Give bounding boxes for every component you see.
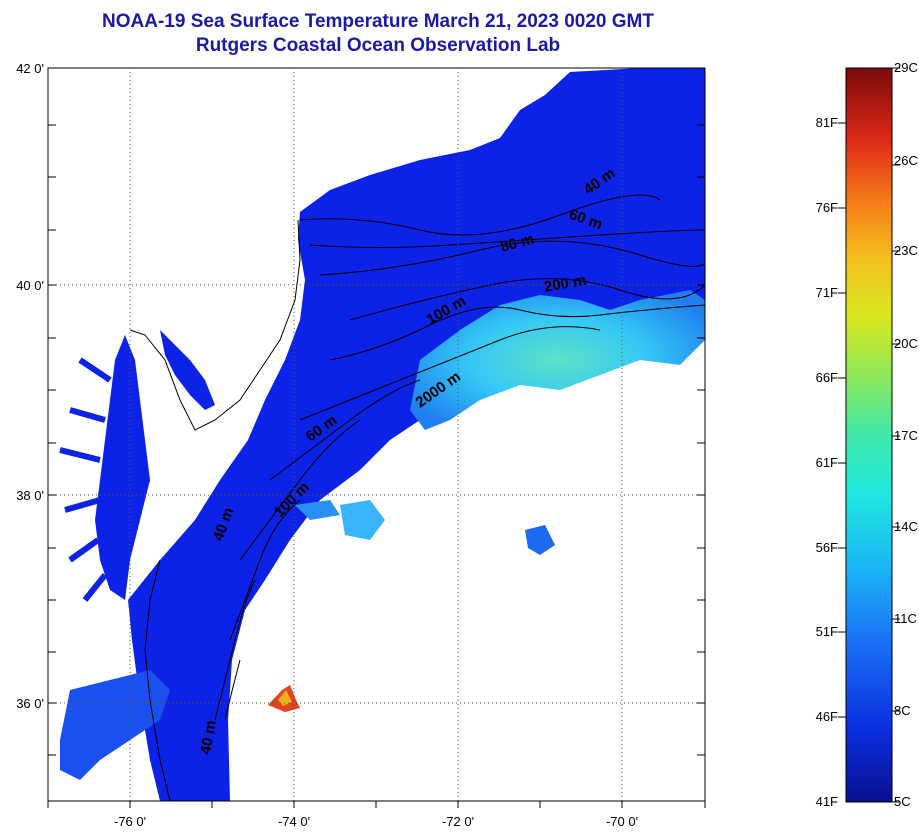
chart-title: NOAA-19 Sea Surface Temperature March 21… [102,11,654,32]
colorbar-c-label: 20C [894,336,918,351]
hot-spot-core [278,690,292,706]
delaware-bay [160,330,215,410]
lat-label-36: 36 0' [16,696,44,711]
lon-label-76: -76 0' [114,814,146,829]
colorbar-ticks [838,67,900,803]
contour-label: 40 m [197,719,220,756]
chesapeake-bay [95,335,150,600]
colorbar-f-label: 76F [816,200,838,215]
lat-label-42: 42 0' [16,61,44,76]
colorbar-f-label: 56F [816,540,838,555]
colorbar-c-label: 17C [894,428,918,443]
colorbar-f-label: 61F [816,455,838,470]
bathymetry-contours [214,194,705,721]
chesapeake-branches [59,357,112,602]
colorbar-c-label: 29C [894,60,918,75]
lon-label-72: -72 0' [442,814,474,829]
colorbar-gradient [845,67,893,803]
colorbar-f-label: 51F [816,624,838,639]
colorbar-f-label: 81F [816,115,838,130]
lon-label-70: -70 0' [606,814,638,829]
temperature-colorbar: 81F 76F 71F 66F 61F 56F 51F 46F 41F 29C … [816,60,918,809]
colorbar-c-label: 5C [894,794,911,809]
lat-label-40: 40 0' [16,278,44,293]
colorbar-f-label: 46F [816,709,838,724]
lat-label-38: 38 0' [16,488,44,503]
chart-subtitle: Rutgers Coastal Ocean Observation Lab [195,35,561,56]
graticule [48,68,705,801]
axis-ticks [47,67,706,808]
colorbar-c-label: 14C [894,519,918,534]
offshore-fragment [525,525,555,555]
lon-label-74: -74 0' [278,814,310,829]
sst-map: 42 0' 40 0' 38 0' 36 0' -76 0' -74 0' -7… [16,61,706,829]
coastline [129,219,301,801]
colorbar-f-label: 66F [816,370,838,385]
warm-patch-small [340,500,385,540]
warm-patch-fragment [295,500,340,520]
ocean-water [128,68,705,801]
colorbar-c-label: 26C [894,153,918,168]
colorbar-c-label: 11C [894,611,917,626]
warm-water-patch [410,290,705,430]
colorbar-c-label: 8C [894,703,911,718]
pamlico-sound [60,670,170,780]
colorbar-f-label: 41F [816,794,838,809]
colorbar-f-label: 71F [816,285,838,300]
colorbar-c-label: 23C [894,243,918,258]
sound-water [300,140,520,222]
